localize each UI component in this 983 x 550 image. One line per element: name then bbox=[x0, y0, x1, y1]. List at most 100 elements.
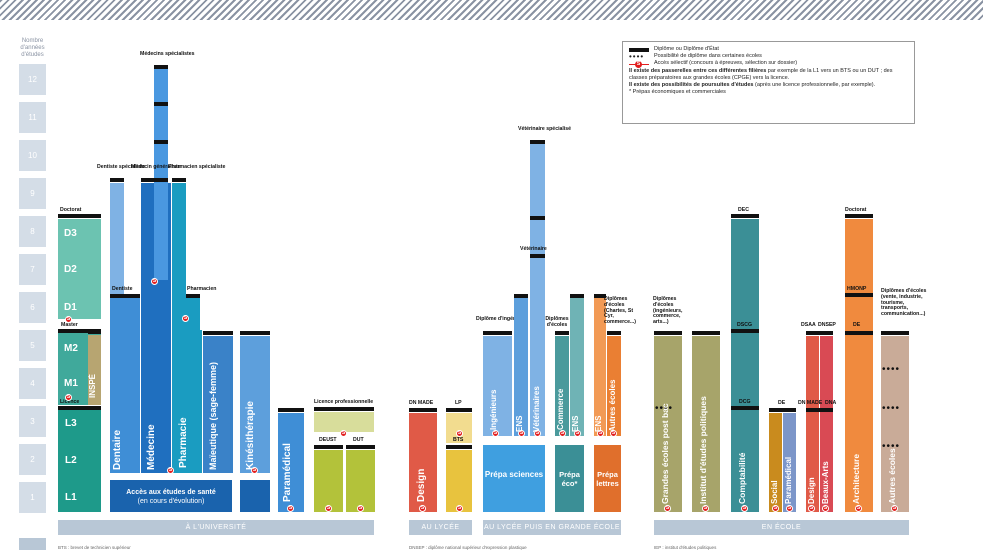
d1-label: D1 bbox=[64, 302, 77, 313]
year-box-6: 6 bbox=[19, 292, 46, 323]
veterinaire-specialise-label: Vétérinaire spécialisé bbox=[518, 126, 572, 132]
year-box-8: 8 bbox=[19, 216, 46, 247]
prepa-eco-label: Prépa éco* bbox=[559, 470, 580, 488]
dec-bar bbox=[731, 214, 759, 218]
medecin-generaliste-label: Médecin généraliste bbox=[131, 164, 181, 170]
autres-ecoles-ge-block bbox=[607, 336, 621, 436]
licence-pro-block bbox=[314, 412, 374, 432]
maieutique-label: Maïeutique (sage-femme) bbox=[208, 361, 218, 470]
dots-icon: •••• bbox=[629, 51, 645, 61]
grandes-ecoles-block bbox=[654, 336, 682, 512]
design-selective-icon: S bbox=[419, 505, 426, 512]
dscg-label: DSCG bbox=[737, 322, 752, 328]
dna-label: DNA bbox=[825, 400, 837, 406]
l1-label: L1 bbox=[65, 492, 77, 503]
dut-selective-icon: S bbox=[357, 505, 364, 512]
maieutique-bar bbox=[203, 331, 233, 335]
lp-selective-icon: S bbox=[456, 430, 463, 437]
kine-block bbox=[240, 336, 270, 473]
medecins-specialistes-label: Médecins spécialistes bbox=[140, 51, 195, 57]
footer-universite: À L'UNIVERSITÉ bbox=[58, 520, 374, 535]
dut-block bbox=[346, 450, 375, 512]
inspe-label: INSPÉ bbox=[88, 373, 97, 398]
year-box-9: 9 bbox=[19, 178, 46, 209]
architecture-block bbox=[845, 219, 873, 512]
years-axis-title: Nombre d'années d'études bbox=[20, 38, 45, 58]
autres-ecoles-dots-2: •••• bbox=[882, 403, 901, 414]
iep-block bbox=[692, 336, 720, 512]
legend-note-1-bold: Il existe des passerelles entre ces diff… bbox=[629, 67, 767, 74]
legend-note-2-bold: Il existe des possibilités de poursuites… bbox=[629, 82, 754, 89]
dn-made-bar bbox=[409, 408, 437, 412]
social-label: Social bbox=[770, 480, 779, 504]
legend-note-2-rest: (après une licence professionnelle, par … bbox=[753, 82, 876, 89]
ens2-label: ENS bbox=[571, 415, 580, 432]
vet-spe-bar-mid bbox=[530, 216, 545, 220]
doctorat-archi-bar bbox=[845, 214, 873, 218]
doctorat-selective-icon: S bbox=[65, 316, 72, 323]
year-box-7: 7 bbox=[19, 254, 46, 285]
grandes-ecoles-dots: •••• bbox=[655, 403, 674, 414]
doctorat-diploma-bar bbox=[58, 214, 101, 218]
hmonp-bar bbox=[845, 293, 873, 297]
design-block bbox=[409, 413, 437, 512]
licence-block bbox=[58, 410, 101, 512]
footer-lycee: AU LYCÉE bbox=[409, 520, 472, 535]
autres-ecoles-dots-1: •••• bbox=[882, 364, 901, 375]
note-dnsep: DNSEP : diplôme national supérieur d'exp… bbox=[409, 545, 527, 550]
licence-pro-selective-icon: S bbox=[340, 430, 347, 437]
acces-sante-block bbox=[110, 480, 232, 512]
beaux-arts-label: Beaux-Arts bbox=[821, 461, 830, 504]
dut-bar bbox=[346, 445, 375, 449]
ens-block bbox=[514, 298, 528, 436]
inspe-block bbox=[88, 335, 101, 405]
diploma-bar-icon bbox=[629, 47, 649, 52]
header-hatch bbox=[0, 0, 983, 20]
maieutique-block bbox=[203, 336, 233, 473]
de-archi-bar bbox=[845, 331, 873, 335]
pharmacie-selective-icon: S bbox=[182, 315, 189, 322]
year-box-4: 4 bbox=[19, 368, 46, 399]
pharmacien-label: Pharmacien bbox=[187, 286, 217, 292]
year-box-12: 12 bbox=[19, 64, 46, 95]
dscg-bar bbox=[731, 329, 759, 333]
ens2-block bbox=[570, 298, 584, 436]
legend-note-1-rest: par exemple de la L1 vers un BTS ou un D… bbox=[629, 67, 893, 81]
deust-block bbox=[314, 450, 343, 512]
commerce-bar bbox=[555, 331, 569, 335]
kine-bar bbox=[240, 331, 270, 335]
m1-label: M1 bbox=[64, 378, 78, 389]
ens2-selective-icon: S bbox=[574, 430, 581, 437]
iep-bar bbox=[692, 331, 720, 335]
deust-selective-icon: S bbox=[325, 505, 332, 512]
ens-selective-icon: S bbox=[518, 430, 525, 437]
vet-selective-icon: S bbox=[534, 430, 541, 437]
grandes-ecoles-selective-icon: S bbox=[664, 505, 671, 512]
bts-label: BTS bbox=[453, 437, 464, 443]
veterinaire-bar bbox=[530, 254, 545, 258]
bts-block bbox=[446, 450, 472, 512]
dcg-label: DCG bbox=[739, 399, 751, 405]
acces-sante-sub: (en cours d'évolution) bbox=[137, 498, 205, 505]
licence-diploma-bar bbox=[58, 406, 101, 410]
dnsep-label: DNSEP bbox=[818, 322, 836, 328]
year-box-5: 5 bbox=[19, 330, 46, 361]
autres-ecoles-ge-bar bbox=[607, 331, 621, 335]
ens-bar bbox=[514, 294, 528, 298]
ingenieurs-selective-icon: S bbox=[492, 430, 499, 437]
legend-possible-text: Possibilité de diplôme dans certaines éc… bbox=[654, 53, 762, 60]
ingenieurs-block bbox=[483, 336, 512, 436]
dsaa-dnsep-bar bbox=[806, 331, 833, 335]
ingenieurs-label: Ingénieurs bbox=[489, 389, 498, 430]
legend-diploma-text: Diplôme ou Diplôme d'État bbox=[654, 46, 719, 52]
licence-label: Licence bbox=[60, 399, 80, 405]
legend-row-diploma: Diplôme ou Diplôme d'État bbox=[629, 46, 908, 53]
veterinaire-label: Vétérinaire bbox=[520, 246, 547, 252]
note-bts: BTS : brevet de technicien supérieur bbox=[58, 545, 131, 550]
doctorat-block bbox=[58, 219, 101, 319]
acces-sante-label: Accès aux études de santé bbox=[126, 489, 216, 496]
dn-made-ecole-label: DN MADE bbox=[798, 400, 823, 406]
dentiste-bar bbox=[110, 294, 140, 298]
bts-bar bbox=[446, 445, 472, 449]
legend-note-2: Il existe des possibilités de poursuites… bbox=[629, 82, 908, 89]
